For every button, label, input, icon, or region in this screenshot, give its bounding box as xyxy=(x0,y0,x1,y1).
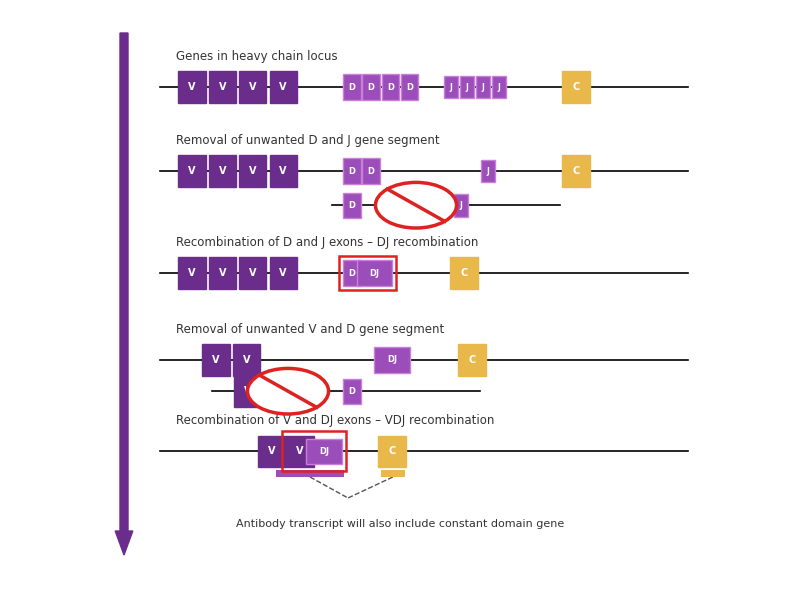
Bar xyxy=(306,439,342,464)
Text: D: D xyxy=(349,269,355,277)
Text: DJ: DJ xyxy=(387,355,397,364)
Bar xyxy=(343,260,361,286)
Text: V: V xyxy=(188,82,196,92)
Bar xyxy=(454,194,468,217)
Text: D: D xyxy=(387,82,394,91)
Bar xyxy=(209,257,236,289)
Bar xyxy=(270,257,297,289)
Text: DJ: DJ xyxy=(370,269,379,277)
Text: Antibody transcript will also include constant domain gene: Antibody transcript will also include co… xyxy=(236,519,564,529)
Text: C: C xyxy=(388,446,396,456)
Text: Genes in heavy chain locus: Genes in heavy chain locus xyxy=(176,50,338,63)
Text: DJ: DJ xyxy=(319,446,329,456)
Text: V: V xyxy=(279,268,287,278)
Bar xyxy=(286,436,314,467)
Text: C: C xyxy=(468,355,476,365)
Text: V: V xyxy=(249,166,257,176)
Text: D: D xyxy=(368,82,374,91)
Bar xyxy=(270,155,297,187)
Text: D: D xyxy=(349,166,355,175)
Text: Removal of unwanted V and D gene segment: Removal of unwanted V and D gene segment xyxy=(176,323,444,336)
Text: V: V xyxy=(188,268,196,278)
Bar xyxy=(282,431,346,471)
Text: D: D xyxy=(349,200,355,209)
Text: V: V xyxy=(270,386,278,396)
Text: Removal of unwanted D and J gene segment: Removal of unwanted D and J gene segment xyxy=(176,134,440,147)
Bar xyxy=(178,71,206,103)
Bar xyxy=(381,470,405,477)
Ellipse shape xyxy=(375,182,457,228)
Text: C: C xyxy=(572,82,580,92)
Bar xyxy=(562,71,590,103)
Text: Recombination of D and J exons – DJ recombination: Recombination of D and J exons – DJ reco… xyxy=(176,236,478,249)
Bar xyxy=(476,76,490,98)
Text: J: J xyxy=(441,200,444,209)
Text: C: C xyxy=(572,166,580,176)
Bar xyxy=(239,71,266,103)
Text: V: V xyxy=(242,355,250,365)
Text: J: J xyxy=(459,200,462,209)
Text: J: J xyxy=(486,166,490,175)
Bar xyxy=(233,344,260,376)
Bar xyxy=(362,74,380,100)
Bar xyxy=(270,71,297,103)
Bar xyxy=(450,257,478,289)
Bar xyxy=(481,160,495,182)
Text: C: C xyxy=(460,268,468,278)
Text: V: V xyxy=(268,446,276,456)
Text: D: D xyxy=(406,82,413,91)
Bar xyxy=(458,344,486,376)
Bar xyxy=(178,155,206,187)
Text: J: J xyxy=(422,200,426,209)
Text: D: D xyxy=(349,82,355,91)
Bar xyxy=(202,344,230,376)
Bar xyxy=(378,436,406,467)
Text: D: D xyxy=(349,387,355,396)
Bar xyxy=(178,257,206,289)
Bar xyxy=(343,158,361,184)
Bar xyxy=(435,194,450,217)
Text: V: V xyxy=(249,268,257,278)
Text: J: J xyxy=(482,82,485,91)
Bar xyxy=(209,71,236,103)
Bar xyxy=(374,347,410,373)
Bar xyxy=(234,376,262,407)
Bar xyxy=(258,436,286,467)
Bar xyxy=(444,76,458,98)
Text: J: J xyxy=(466,82,469,91)
Bar xyxy=(492,76,506,98)
Bar xyxy=(261,376,288,407)
Text: J: J xyxy=(498,82,501,91)
Bar xyxy=(460,76,474,98)
Text: J: J xyxy=(450,82,453,91)
Text: V: V xyxy=(279,166,287,176)
Bar xyxy=(239,155,266,187)
Bar xyxy=(382,74,399,100)
Bar xyxy=(276,470,344,477)
Bar xyxy=(401,74,418,100)
Text: V: V xyxy=(218,82,226,92)
Bar xyxy=(343,74,361,100)
Bar xyxy=(209,155,236,187)
Text: V: V xyxy=(296,446,304,456)
Bar xyxy=(362,158,380,184)
Bar xyxy=(562,155,590,187)
Bar xyxy=(357,260,392,286)
Text: Recombination of V and DJ exons – VDJ recombination: Recombination of V and DJ exons – VDJ re… xyxy=(176,414,494,427)
Bar xyxy=(339,256,396,290)
Bar xyxy=(239,257,266,289)
Text: V: V xyxy=(279,82,287,92)
Text: V: V xyxy=(218,268,226,278)
Text: V: V xyxy=(212,355,220,365)
Bar xyxy=(417,194,431,217)
Bar xyxy=(343,193,361,218)
Text: V: V xyxy=(249,82,257,92)
Ellipse shape xyxy=(247,368,329,414)
Text: V: V xyxy=(188,166,196,176)
Text: D: D xyxy=(368,166,374,175)
Bar xyxy=(343,379,361,404)
FancyArrow shape xyxy=(115,33,133,555)
Text: V: V xyxy=(218,166,226,176)
Text: V: V xyxy=(244,386,252,396)
